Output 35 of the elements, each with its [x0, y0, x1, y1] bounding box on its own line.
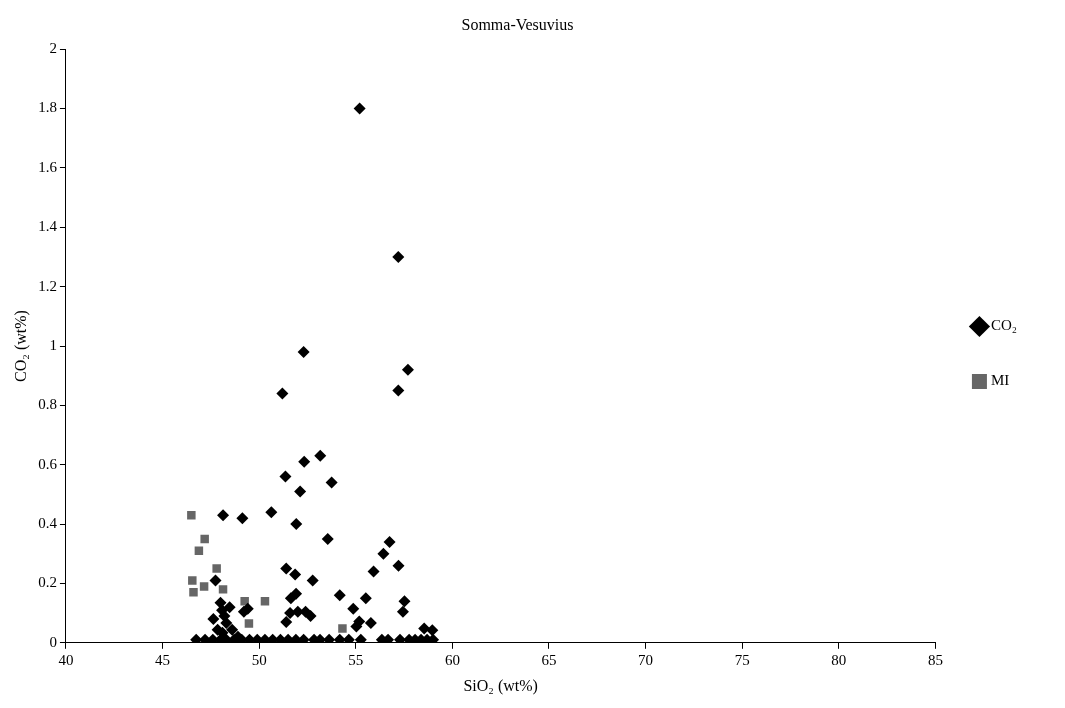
legend-label: CO₂: [990, 317, 1018, 334]
y-tick-label: 1.6: [38, 158, 58, 175]
point: [212, 564, 221, 573]
x-axis-title: SiO₂ (wt%): [463, 676, 538, 695]
y-axis-title: CO₂ (wt%): [11, 310, 30, 382]
legend-label: MI: [990, 372, 1010, 389]
point: [188, 576, 197, 585]
chart-title: Somma-Vesuvius: [461, 15, 574, 33]
x-tick-label: 40: [58, 651, 74, 668]
y-tick-label: 0.2: [38, 574, 57, 591]
point: [200, 534, 209, 544]
x-tick-label: 85: [927, 651, 943, 668]
point: [187, 510, 196, 520]
y-tick-label: 0.6: [38, 455, 58, 472]
y-tick-label: 1.8: [38, 99, 57, 116]
x-tick-label: 50: [251, 651, 267, 668]
x-tick-label: 45: [155, 651, 171, 668]
y-tick-label: 2: [49, 40, 57, 57]
y-tick-label: 0: [49, 633, 57, 650]
point: [199, 582, 209, 591]
point: [189, 588, 198, 597]
x-tick-label: 65: [541, 651, 557, 668]
x-tick-label: 55: [348, 651, 364, 668]
x-tick-label: 80: [831, 651, 847, 668]
point: [218, 585, 228, 594]
y-tick-label: 1: [49, 336, 57, 353]
x-tick-label: 70: [638, 651, 654, 668]
y-tick-label: 0.8: [38, 396, 57, 413]
y-tick-label: 1.4: [38, 218, 58, 235]
point: [244, 619, 254, 628]
y-tick-label: 1.2: [38, 277, 57, 294]
y-tick-label: 0.4: [38, 515, 58, 532]
x-tick-label: 75: [734, 651, 750, 668]
point: [338, 624, 347, 633]
x-tick-label: 60: [444, 651, 460, 668]
